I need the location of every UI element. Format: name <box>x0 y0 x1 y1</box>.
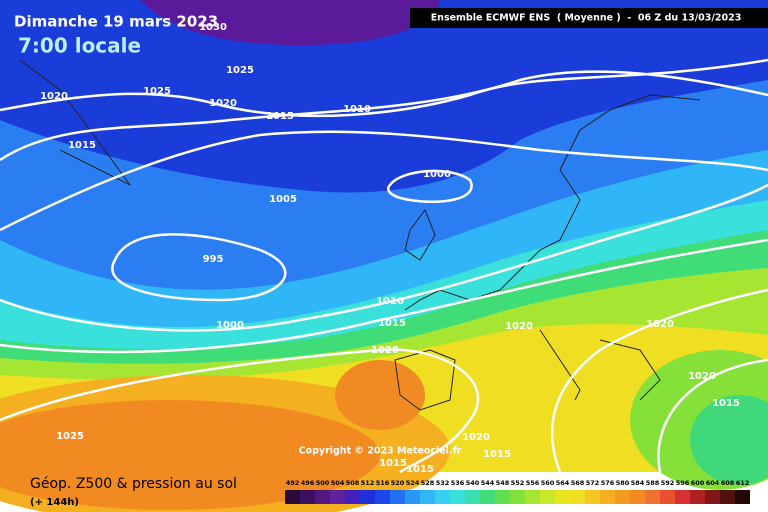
isobar-label: 1005 <box>269 194 297 205</box>
isobar-label: 1020 <box>505 321 533 332</box>
scale-tick-label: 568 <box>571 479 585 487</box>
isobar-label: 1020 <box>40 91 68 102</box>
scale-cell <box>660 490 675 504</box>
coastlines <box>19 59 701 411</box>
scale-cell <box>645 490 660 504</box>
scale-tick-label: 540 <box>466 479 480 487</box>
isobar-label: 1000 <box>423 169 451 180</box>
footer-title: Géop. Z500 & pression au sol <box>30 476 237 492</box>
scale-cell <box>675 490 690 504</box>
isobar-label: 1010 <box>343 104 371 115</box>
isobar-labels: 1030102510251020102010101015101510001005… <box>40 22 740 475</box>
scale-cell <box>330 490 345 504</box>
scale-tick-label: 576 <box>601 479 615 487</box>
isobar-label: 1015 <box>378 318 406 329</box>
scale-tick-label: 492 <box>286 479 300 487</box>
scale-tick-label: 556 <box>526 479 540 487</box>
scale-tick-label: 520 <box>391 479 405 487</box>
scale-cell <box>735 490 750 504</box>
scale-cell <box>585 490 600 504</box>
scale-cell <box>540 490 555 504</box>
scale-cell <box>435 490 450 504</box>
isobar-label: 1020 <box>371 345 399 356</box>
isobar-label: 1020 <box>646 319 674 330</box>
scale-tick-label: 572 <box>586 479 600 487</box>
scale-cell <box>375 490 390 504</box>
scale-tick-label: 588 <box>646 479 660 487</box>
time-subtitle: 7:00 locale <box>18 34 141 58</box>
isobar-label: 1020 <box>209 98 237 109</box>
scale-tick-label: 500 <box>316 479 330 487</box>
isobar-label: 1030 <box>199 22 227 33</box>
scale-tick-label: 536 <box>451 479 465 487</box>
scale-cell <box>705 490 720 504</box>
isobar-label: 1015 <box>266 111 294 122</box>
copyright: Copyright © 2023 Meteociel.fr <box>299 446 462 457</box>
scale-tick-label: 592 <box>661 479 675 487</box>
isobar-label: 1015 <box>712 398 740 409</box>
scale-tick-label: 600 <box>691 479 705 487</box>
isobar-label: 1015 <box>406 464 434 475</box>
scale-cell <box>510 490 525 504</box>
isobar-label: 1015 <box>379 458 407 469</box>
scale-cell <box>495 490 510 504</box>
scale-cell <box>690 490 705 504</box>
scale-cell <box>345 490 360 504</box>
scale-cell <box>420 490 435 504</box>
scale-cell <box>450 490 465 504</box>
scale-cell <box>405 490 420 504</box>
scale-cell <box>615 490 630 504</box>
scale-tick-label: 604 <box>706 479 720 487</box>
scale-cell <box>390 490 405 504</box>
isobar-label: 995 <box>203 254 224 265</box>
scale-tick-label: 608 <box>721 479 735 487</box>
scale-tick-label: 504 <box>331 479 345 487</box>
scale-tick-label: 544 <box>481 479 495 487</box>
scale-tick-label: 516 <box>376 479 390 487</box>
scale-tick-label: 552 <box>511 479 525 487</box>
model-info: Ensemble ECMWF ENS ( Moyenne ) - 06 Z du… <box>431 13 742 24</box>
scale-cell <box>360 490 375 504</box>
color-scale: 492 496 500 504 508 512 516 520 524 528 532 536 540 5… <box>285 479 750 504</box>
date-title: Dimanche 19 mars 2023 <box>14 13 218 31</box>
scale-cell <box>480 490 495 504</box>
scale-cell <box>630 490 645 504</box>
scale-tick-label: 564 <box>556 479 570 487</box>
scale-cell <box>465 490 480 504</box>
scale-cell <box>285 490 300 504</box>
isobar-label: 1020 <box>688 371 716 382</box>
isobars <box>0 58 768 474</box>
isobar-label: 1015 <box>68 140 96 151</box>
scale-tick-label: 560 <box>541 479 555 487</box>
isobar-label: 1020 <box>462 432 490 443</box>
isobar-label: 1025 <box>226 65 254 76</box>
isobar-label: 1025 <box>143 86 171 97</box>
scale-cell <box>525 490 540 504</box>
scale-tick-label: 580 <box>616 479 630 487</box>
scale-cell <box>315 490 330 504</box>
scale-tick-label: 612 <box>736 479 750 487</box>
scale-tick-label: 528 <box>421 479 435 487</box>
isobar-label: 1025 <box>56 431 84 442</box>
scale-cell <box>570 490 585 504</box>
isobar-label: 1015 <box>483 449 511 460</box>
scale-tick-label: 596 <box>676 479 690 487</box>
scale-tick-label: 524 <box>406 479 420 487</box>
isobar-label: 1010 <box>376 296 404 307</box>
scale-tick-label: 512 <box>361 479 375 487</box>
scale-tick-label: 548 <box>496 479 510 487</box>
scale-tick-label: 584 <box>631 479 645 487</box>
isobar-label: 1000 <box>216 320 244 331</box>
scale-cell <box>300 490 315 504</box>
footer-lead: (+ 144h) <box>30 497 79 508</box>
model-banner <box>410 8 768 28</box>
scale-cell <box>720 490 735 504</box>
scale-tick-label: 508 <box>346 479 360 487</box>
scale-tick-label: 496 <box>301 479 315 487</box>
scale-cell <box>555 490 570 504</box>
scale-tick-label: 532 <box>436 479 450 487</box>
scale-cell <box>600 490 615 504</box>
